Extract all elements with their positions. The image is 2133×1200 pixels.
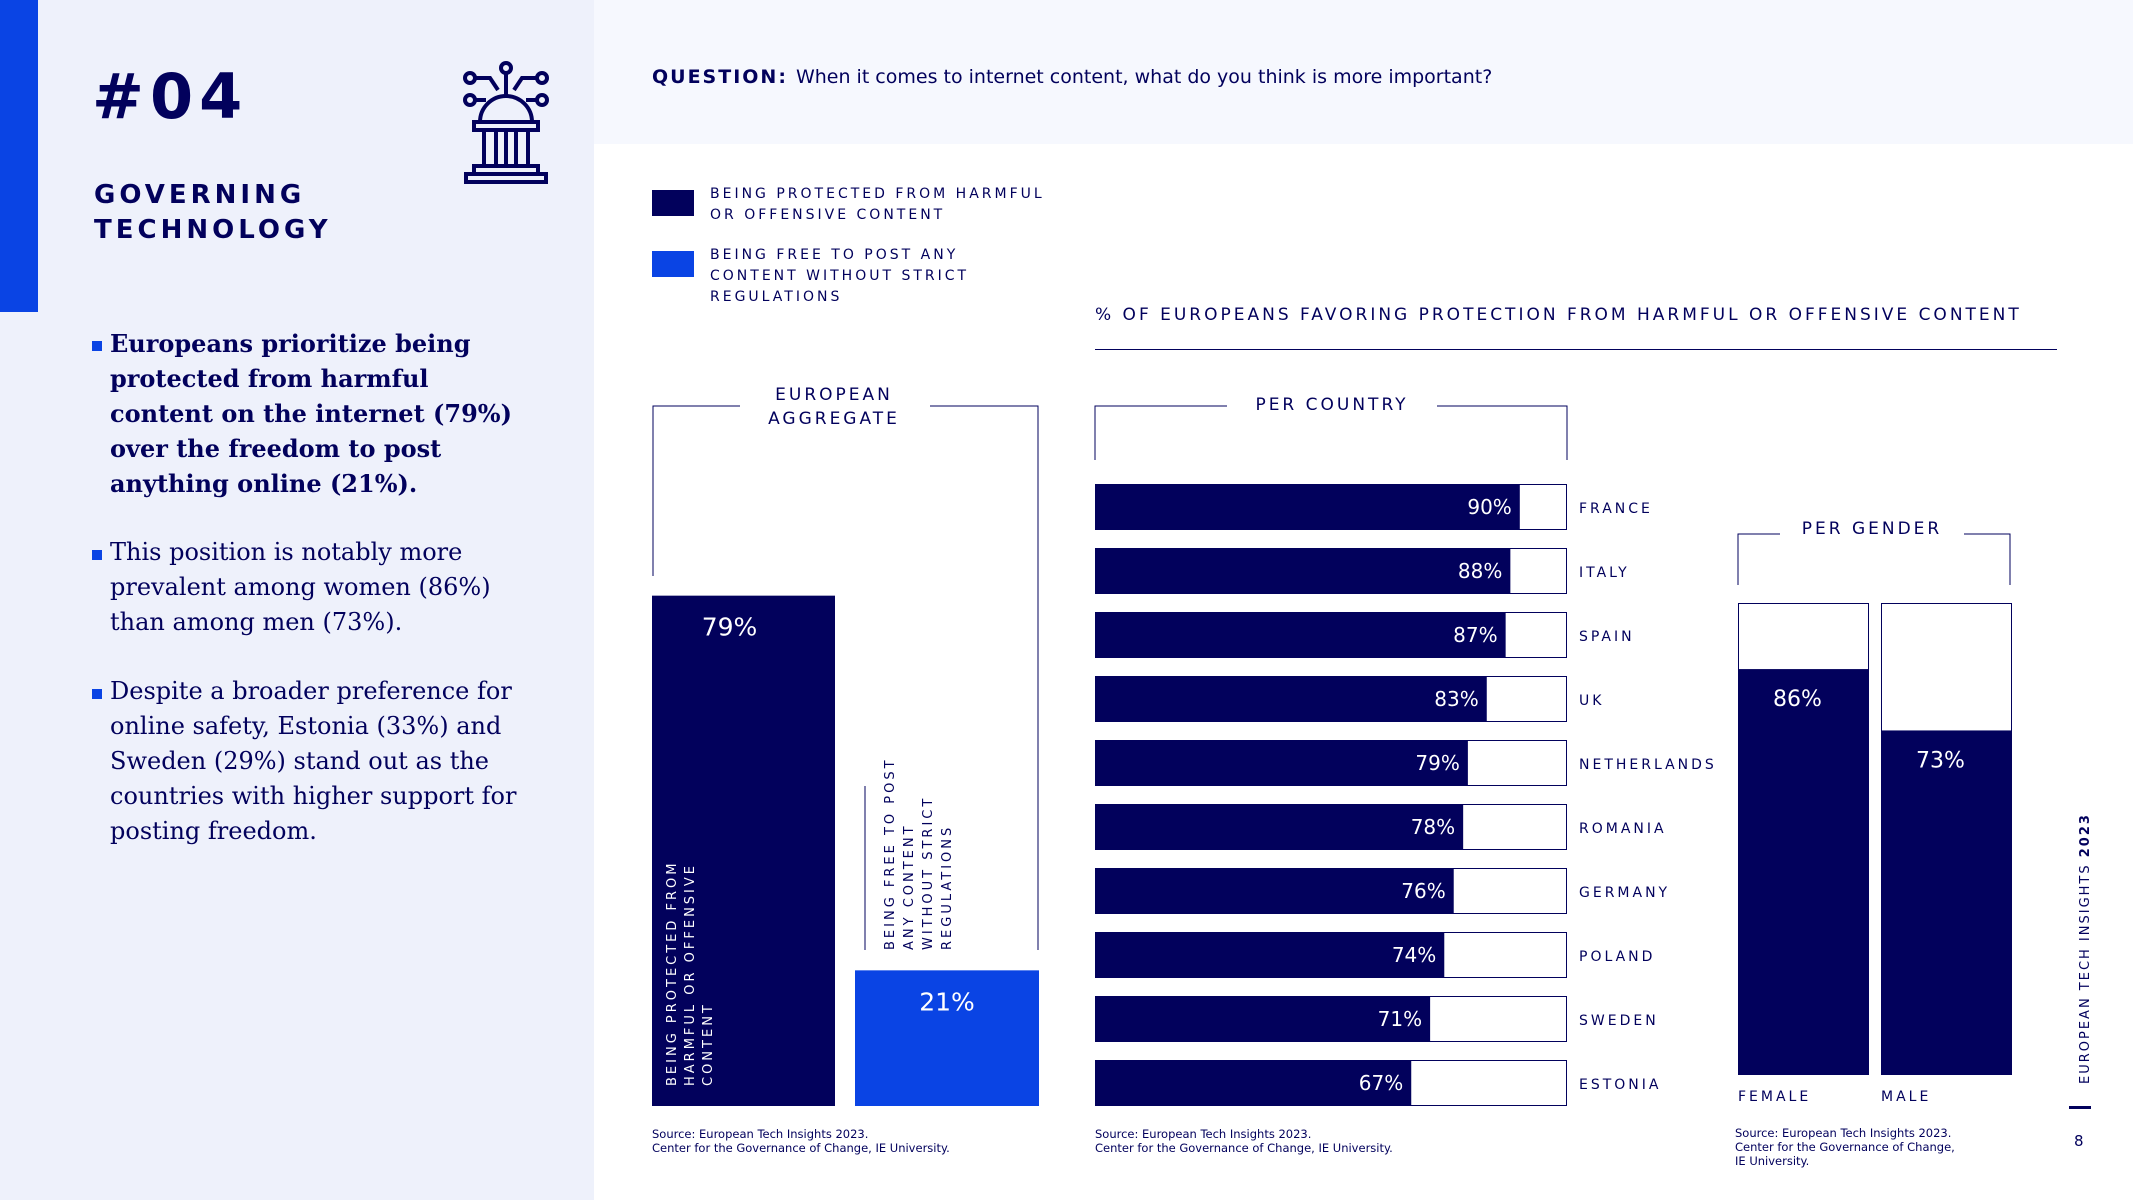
country-value-label: 78% <box>1411 815 1455 839</box>
gender-category-label: FEMALE <box>1738 1089 1811 1105</box>
country-bar <box>1095 676 1487 722</box>
country-name-label: ITALY <box>1579 565 1630 581</box>
country-bar <box>1095 932 1445 978</box>
country-source: Source: European Tech Insights 2023. Cent… <box>1095 1127 1393 1155</box>
legend-label-free: BEING FREE TO POST ANY CONTENT WITHOUT S… <box>710 247 970 305</box>
gender-category-label: MALE <box>1881 1089 1931 1105</box>
country-value-label: 87% <box>1453 623 1497 647</box>
country-name-label: UK <box>1579 693 1604 709</box>
gender-source: Source: European Tech Insights 2023. Cent… <box>1735 1126 1955 1168</box>
country-value-label: 67% <box>1359 1071 1403 1095</box>
aggregate-category-label: BEING FREE TO POST <box>883 757 898 950</box>
section-number: #04 <box>92 60 249 133</box>
gender-bracket <box>1737 533 1780 585</box>
key-findings-list: Europeans prioritize being protected fro… <box>92 326 532 883</box>
country-chart: 90% FRANCE 88% ITALY 87% SPAIN 83% UK 79% NETHERL… <box>1094 405 1717 1106</box>
aggregate-category-label: CONTENT <box>701 1002 716 1086</box>
government-tech-icon <box>463 61 549 184</box>
country-bar <box>1095 740 1468 786</box>
country-name-label: SWEDEN <box>1579 1013 1659 1029</box>
country-name-label: NETHERLANDS <box>1579 757 1717 773</box>
country-bar <box>1095 996 1431 1042</box>
accent-bar <box>0 0 38 312</box>
aggregate-value-label: 79% <box>702 613 758 642</box>
left-panel: #04 GOVERNING TECHNOLOGY Europeans prior… <box>0 0 594 1200</box>
country-gender-header: % OF EUROPEANS FAVORING PROTECTION FROM … <box>1095 305 2022 325</box>
legend-label-protected: BEING PROTECTED FROM HARMFUL OR OFFENSIV… <box>710 186 1045 223</box>
country-name-label: SPAIN <box>1579 629 1635 645</box>
gender-value-label: 86% <box>1773 687 1822 712</box>
gender-bracket <box>1964 533 2011 585</box>
finding-bullet: Despite a broader preference for online … <box>92 674 532 849</box>
country-bar <box>1095 548 1511 594</box>
country-bar <box>1095 1060 1412 1106</box>
aggregate-bracket <box>930 405 1039 950</box>
aggregate-category-label: HARMFUL OR OFFENSIVE <box>683 863 698 1086</box>
aggregate-category-label: REGULATIONS <box>940 825 955 950</box>
country-bar <box>1095 612 1506 658</box>
country-name-label: ESTONIA <box>1579 1077 1661 1093</box>
country-name-label: ROMANIA <box>1579 821 1667 837</box>
aggregate-category-label: WITHOUT STRICT <box>921 796 936 950</box>
bullet-marker <box>92 341 102 351</box>
country-name-label: FRANCE <box>1579 501 1653 517</box>
header-rule <box>1095 349 2057 350</box>
bullet-marker <box>92 550 102 560</box>
country-value-label: 74% <box>1392 943 1436 967</box>
aggregate-category-label: ANY CONTENT <box>902 823 917 950</box>
aggregate-source: Source: European Tech Insights 2023. Cent… <box>652 1127 950 1155</box>
question-band <box>594 0 2133 144</box>
country-value-label: 88% <box>1458 559 1502 583</box>
country-value-label: 83% <box>1434 687 1478 711</box>
finding-bullet: This position is notably more prevalent … <box>92 535 532 640</box>
aggregate-chart: 79% 21% BEING PROTECTED FROM HARMFUL OR OFF… <box>652 405 1039 1106</box>
question: QUESTION: When it comes to internet conte… <box>652 66 1492 88</box>
country-title: PER COUNTRY <box>1255 395 1409 415</box>
country-value-label: 71% <box>1378 1007 1422 1031</box>
country-bar <box>1095 868 1454 914</box>
country-name-label: POLAND <box>1579 949 1655 965</box>
gender-title: PER GENDER <box>1801 519 1943 539</box>
finding-bullet: Europeans prioritize being protected fro… <box>92 326 532 501</box>
country-bracket <box>1094 405 1227 460</box>
gender-bar <box>1738 669 1869 1075</box>
country-name-label: GERMANY <box>1579 885 1670 901</box>
aggregate-bracket <box>652 405 740 576</box>
side-brand: EUROPEAN TECH INSIGHTS 2023 <box>2078 813 2093 1084</box>
question-text: When it comes to internet content, what … <box>795 66 1493 88</box>
gender-bar <box>1881 730 2012 1075</box>
section-title: GOVERNING TECHNOLOGY <box>94 180 332 245</box>
aggregate-bar <box>855 970 1039 1106</box>
gender-value-label: 73% <box>1916 748 1965 773</box>
question-label: QUESTION: <box>652 66 788 88</box>
bullet-marker <box>92 689 102 699</box>
aggregate-value-label: 21% <box>919 987 975 1016</box>
aggregate-category-label: BEING PROTECTED FROM <box>665 861 680 1087</box>
legend-swatch-protected <box>652 190 694 216</box>
legend-swatch-free <box>652 251 694 277</box>
page-number: 8 <box>2074 1132 2084 1150</box>
country-value-label: 79% <box>1415 751 1459 775</box>
aggregate-title: EUROPEAN AGGREGATE <box>768 385 900 429</box>
country-bracket <box>1437 405 1568 460</box>
gender-chart: 86% FEMALE 73% MALE <box>1737 533 2012 1105</box>
aggregate-bar <box>652 595 835 1106</box>
country-value-label: 76% <box>1401 879 1445 903</box>
side-tick <box>2069 1106 2091 1109</box>
country-bar <box>1095 484 1520 530</box>
country-bar <box>1095 804 1464 850</box>
country-value-label: 90% <box>1467 495 1511 519</box>
